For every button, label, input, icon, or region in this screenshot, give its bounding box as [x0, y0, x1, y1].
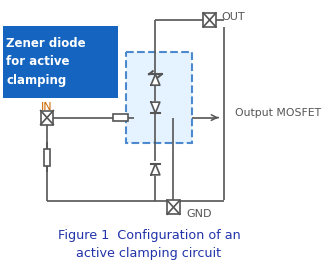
Polygon shape — [151, 74, 160, 85]
Text: Output MOSFET: Output MOSFET — [235, 108, 321, 118]
Bar — [126, 52, 191, 143]
Text: Figure 1  Configuration of an
active clamping circuit: Figure 1 Configuration of an active clam… — [58, 229, 241, 260]
Text: OUT: OUT — [221, 12, 245, 22]
Bar — [44, 149, 50, 166]
Text: Zener diode
for active
clamping: Zener diode for active clamping — [6, 37, 86, 87]
Bar — [41, 111, 53, 125]
Polygon shape — [151, 102, 160, 113]
Bar — [3, 26, 118, 98]
Text: IN: IN — [41, 102, 53, 112]
Bar — [113, 114, 128, 121]
Text: GND: GND — [186, 209, 212, 219]
Bar — [167, 200, 180, 214]
Polygon shape — [151, 164, 160, 175]
Bar — [203, 13, 216, 27]
